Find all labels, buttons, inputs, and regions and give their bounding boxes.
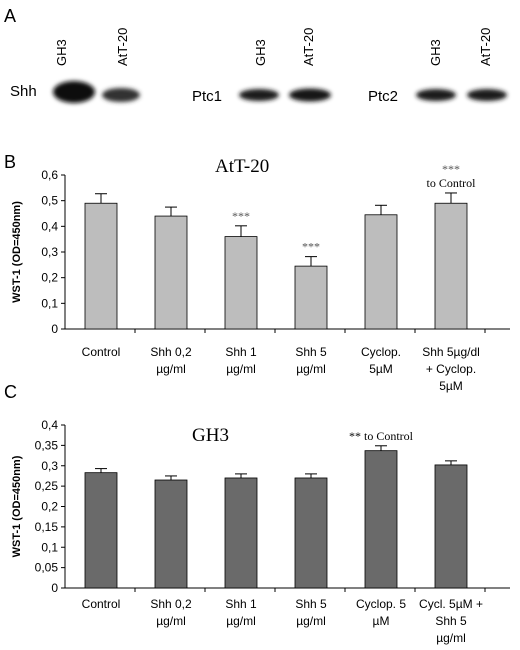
y-tick-label: 0,4 <box>41 219 58 233</box>
x-tick-label: Shh 0,2 µg/ml <box>150 597 192 628</box>
y-tick-label: 0,2 <box>41 500 58 514</box>
bar <box>294 265 328 330</box>
panel-b-letter: B <box>4 152 16 172</box>
y-axis-label: WST-1 (OD=450nm) <box>11 455 23 557</box>
y-tick-label: 0,35 <box>35 438 59 452</box>
x-tick-label: Shh 1 µg/ml <box>225 597 257 628</box>
significance-annotation: *** <box>302 240 320 254</box>
y-tick-label: 0,15 <box>35 520 59 534</box>
x-tick-label-line: Shh 5 <box>295 345 327 359</box>
x-tick-label-line: Shh 5 <box>295 597 327 611</box>
blot-band-ptc2-att20 <box>467 89 507 101</box>
y-tick-label: 0,3 <box>41 245 58 259</box>
blot-band-ptc2-gh3 <box>416 89 456 101</box>
x-tick-label-line: µg/ml <box>226 614 256 628</box>
bar <box>224 477 258 589</box>
bar <box>224 236 258 330</box>
blot-band-shh-gh3 <box>53 81 95 103</box>
x-tick-label: Cyclop. 5 µM <box>356 597 406 628</box>
x-tick-label-line: µg/ml <box>296 614 326 628</box>
bar <box>364 214 398 330</box>
x-tick-label: Shh 5 µg/ml <box>295 345 327 376</box>
x-tick-label-line: µg/ml <box>296 362 326 376</box>
x-tick-label: Shh 1 µg/ml <box>225 345 257 376</box>
x-tick-label-line: + Cyclop. <box>426 362 476 376</box>
x-tick-label-line: µM <box>373 614 390 628</box>
significance-annotation: to Control <box>426 176 476 190</box>
y-tick-label: 0,2 <box>41 271 58 285</box>
significance-annotation: *** <box>442 162 460 176</box>
x-tick-label-line: µg/ml <box>156 614 186 628</box>
lane-label-gh3: GH3 <box>428 39 443 66</box>
lane-label-att20: AtT-20 <box>115 28 130 66</box>
x-tick-label-line: µg/ml <box>436 631 466 645</box>
x-tick-label: Shh 0,2 µg/ml <box>150 345 192 376</box>
x-tick-label-line: Shh 0,2 <box>150 597 192 611</box>
y-tick-label: 0,05 <box>35 561 59 575</box>
y-tick-label: 0 <box>51 581 58 595</box>
x-tick-label: Cyclop. 5µM <box>361 345 401 376</box>
lane-label-att20: AtT-20 <box>301 28 316 66</box>
y-tick-label: 0,3 <box>41 459 58 473</box>
blot-group-ptc2: GH3 AtT-20 Ptc2 <box>368 28 507 105</box>
y-tick-label: 0,5 <box>41 194 58 208</box>
blot-band-ptc1-att20 <box>289 88 331 102</box>
bar <box>294 477 328 589</box>
x-tick-label-line: µg/ml <box>226 362 256 376</box>
blot-group-shh: GH3 AtT-20 Shh <box>10 28 140 103</box>
blot-band-shh-att20 <box>102 88 140 102</box>
x-tick-label-line: Cyclop. 5 <box>356 597 406 611</box>
x-tick-label-line: Shh 5µg/dl <box>422 345 480 359</box>
x-tick-label-line: Shh 1 <box>225 345 257 359</box>
bar <box>434 202 468 330</box>
lane-label-att20: AtT-20 <box>478 28 493 66</box>
x-tick-label-line: 5µM <box>369 362 393 376</box>
x-tick-label-line: Cyclop. <box>361 345 401 359</box>
bar <box>364 450 398 589</box>
x-tick-label-line: Shh 5 <box>435 614 467 628</box>
x-tick-label-line: Shh 1 <box>225 597 257 611</box>
x-tick-label: Cycl. 5µM + Shh 5 µg/ml <box>419 597 483 645</box>
bar <box>84 202 118 330</box>
y-tick-label: 0,6 <box>41 168 58 182</box>
x-tick-label: Shh 5µg/dl + Cyclop. 5µM <box>422 345 480 393</box>
y-axis-label: WST-1 (OD=450nm) <box>11 201 23 303</box>
x-tick-label: Control <box>82 345 121 359</box>
significance-annotation: ** to Control <box>349 429 414 443</box>
bar <box>154 479 188 589</box>
y-tick-label: 0,25 <box>35 479 59 493</box>
x-tick-label-line: Control <box>82 597 121 611</box>
lane-label-gh3: GH3 <box>253 39 268 66</box>
lane-label-gh3: GH3 <box>54 39 69 66</box>
y-tick-label: 0,1 <box>41 296 58 310</box>
x-tick-label: Control <box>82 597 121 611</box>
bar <box>434 464 468 589</box>
panel-c-letter: C <box>4 382 17 402</box>
y-tick-label: 0 <box>51 322 58 336</box>
x-tick-label-line: µg/ml <box>156 362 186 376</box>
panel-a-letter: A <box>4 6 16 26</box>
chart-panel-c: C GH3 WST-1 (OD=450nm) 0 0,05 0,1 0,15 0,2 0,25… <box>4 382 510 645</box>
bar <box>84 472 118 589</box>
significance-annotation: *** <box>232 209 250 223</box>
blot-group-ptc1: GH3 AtT-20 Ptc1 <box>192 28 331 105</box>
bar <box>154 215 188 330</box>
x-tick-label-line: Shh 0,2 <box>150 345 192 359</box>
y-tick-label: 0,1 <box>41 540 58 554</box>
x-tick-label-line: Cycl. 5µM + <box>419 597 483 611</box>
panel-a: A GH3 AtT-20 Shh GH3 AtT-20 Ptc1 GH3 AtT… <box>4 6 507 105</box>
chart-panel-b: B AtT-20 WST-1 (OD=450nm) 0 0,1 0,2 0,3 0,4 0,5… <box>4 152 510 393</box>
blot-label-ptc1: Ptc1 <box>192 88 222 105</box>
chart-title: AtT-20 <box>215 156 269 177</box>
blot-band-ptc1-gh3 <box>239 89 279 101</box>
x-tick-label-line: 5µM <box>439 379 463 393</box>
x-tick-label: Shh 5 µg/ml <box>295 597 327 628</box>
blot-label-ptc2: Ptc2 <box>368 88 398 105</box>
blot-label-shh: Shh <box>10 83 37 100</box>
y-tick-label: 0,4 <box>41 418 58 432</box>
chart-title: GH3 <box>192 425 229 446</box>
x-tick-label-line: Control <box>82 345 121 359</box>
